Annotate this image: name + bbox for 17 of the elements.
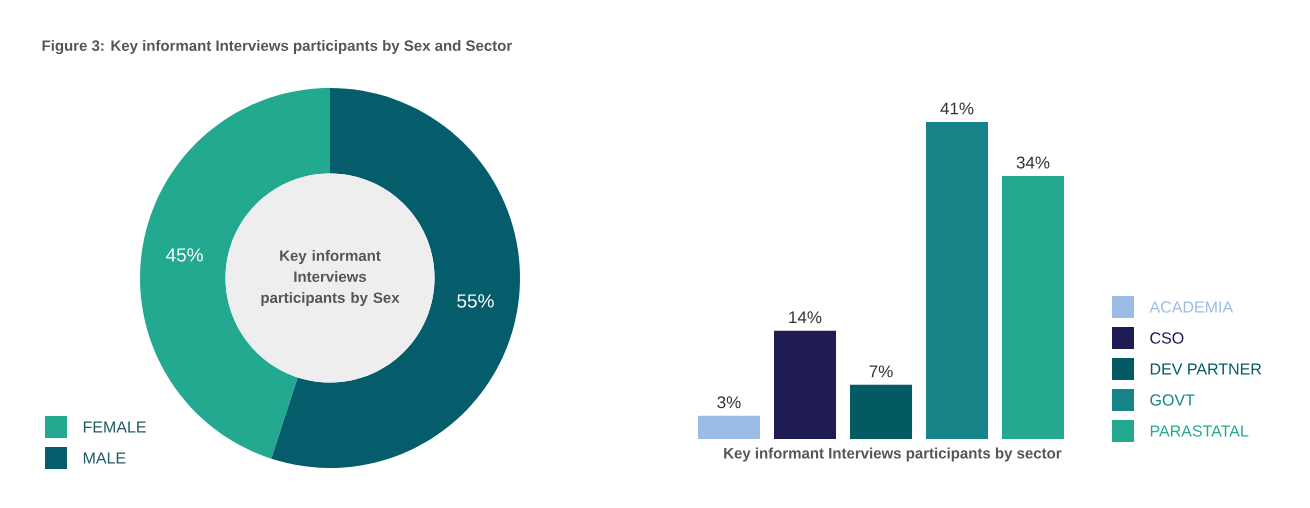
- x-axis-title: Key informant Interviews participants by sector: [724, 447, 1062, 462]
- data-label: 14%: [789, 311, 822, 324]
- legend-label: PARASTATAL: [1150, 425, 1249, 437]
- legend-label: ACADEMIA: [1149, 301, 1234, 313]
- legend-label: GOVT: [1150, 394, 1195, 406]
- data-label: 7%: [869, 365, 893, 378]
- legend-label: MALE: [83, 452, 126, 464]
- legend-label: DEV PARTNER: [1150, 363, 1262, 375]
- legend-label: FEMALE: [83, 421, 146, 433]
- data-label: 3%: [717, 396, 741, 409]
- data-label: 41%: [940, 102, 974, 115]
- chart-title: Figure 3: Key informant Interviews participants by Sex and Sector: [42, 39, 512, 55]
- text: Key informant Interviews participants by Sex: [261, 250, 400, 306]
- data-label: 55%: [457, 294, 494, 308]
- data-label: 34%: [1016, 156, 1050, 169]
- data-label: 45%: [165, 248, 203, 262]
- legend-label: CSO: [1150, 332, 1184, 344]
